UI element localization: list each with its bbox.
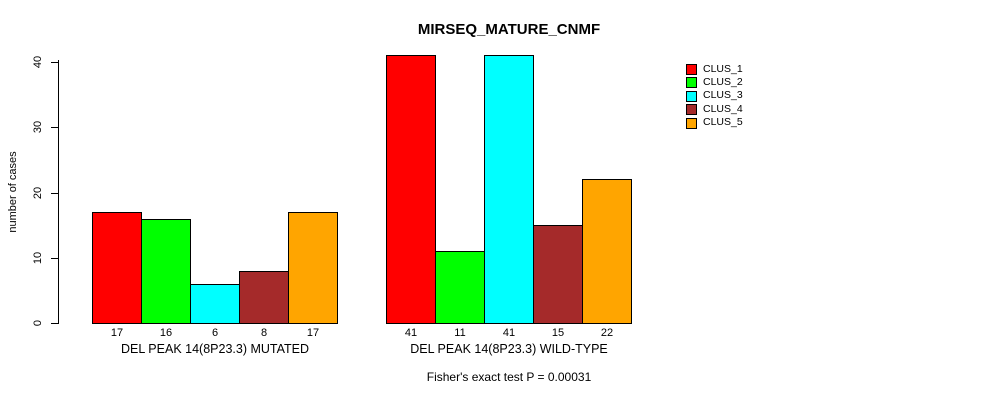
y-axis-tick-label: 40 — [32, 55, 44, 69]
bar-clus_3-group2 — [484, 55, 534, 324]
y-axis-tick-label: 30 — [32, 121, 44, 134]
bar-clus_4-group2 — [533, 225, 583, 324]
bar-value-label: 16 — [159, 327, 173, 339]
bar-clus_1-group1 — [92, 212, 142, 324]
y-axis-tick-label: 10 — [32, 251, 44, 264]
chart-title: MIRSEQ_MATURE_CNMF — [417, 21, 601, 38]
bar-value-label: 11 — [454, 327, 466, 339]
category-label: DEL PEAK 14(8P23.3) WILD-TYPE — [410, 342, 608, 356]
bar-clus_5-group1 — [288, 212, 338, 324]
legend-swatch-clus_5 — [686, 117, 697, 129]
legend-swatch-clus_4 — [686, 104, 697, 116]
legend-label: CLUS_2 — [703, 75, 743, 88]
y-axis-line — [58, 60, 59, 324]
bar-value-label: 15 — [551, 327, 565, 339]
bar-value-label: 22 — [600, 327, 614, 339]
y-axis-tick — [51, 192, 59, 194]
footnote-annotation: Fisher's exact test P = 0.00031 — [426, 370, 592, 384]
category-label: DEL PEAK 14(8P23.3) MUTATED — [120, 342, 310, 356]
bar-clus_4-group1 — [239, 271, 289, 324]
y-axis-tick — [51, 62, 59, 63]
bar-clus_2-group1 — [141, 219, 191, 324]
legend-swatch-clus_2 — [686, 77, 697, 89]
y-axis-tick — [51, 323, 59, 324]
bar-value-label: 41 — [404, 327, 418, 339]
bar-clus_2-group2 — [435, 251, 485, 324]
y-axis-title: number of cases — [7, 151, 19, 233]
y-axis-tick — [51, 127, 59, 129]
bar-value-label: 8 — [260, 327, 268, 339]
y-axis-tick-label: 20 — [32, 186, 44, 199]
legend-swatch-clus_1 — [686, 64, 697, 75]
legend-label: CLUS_3 — [703, 89, 743, 102]
bar-value-label: 17 — [110, 327, 124, 339]
bar-clus_5-group2 — [582, 179, 632, 324]
legend-label: CLUS_1 — [703, 62, 743, 75]
y-axis-tick — [51, 257, 59, 259]
bar-clus_3-group1 — [190, 284, 240, 324]
legend-label: CLUS_4 — [703, 102, 743, 115]
legend-label: CLUS_5 — [703, 116, 743, 129]
bar-value-label: 17 — [306, 327, 320, 339]
bar-clus_1-group2 — [386, 55, 436, 324]
y-axis-tick-label: 0 — [32, 319, 44, 327]
legend-swatch-clus_3 — [686, 90, 697, 102]
bar-value-label: 6 — [211, 327, 219, 339]
bar-value-label: 41 — [502, 327, 516, 339]
